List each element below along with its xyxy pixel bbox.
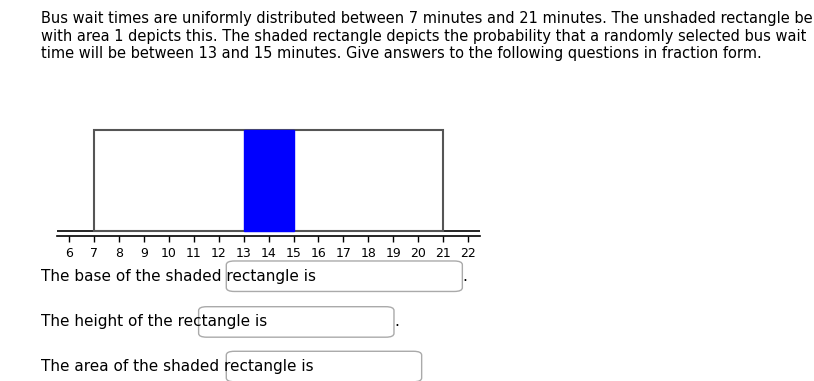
Text: Bus wait times are uniformly distributed between 7 minutes and 21 minutes. The u: Bus wait times are uniformly distributed… <box>41 11 814 61</box>
FancyBboxPatch shape <box>226 261 462 291</box>
FancyBboxPatch shape <box>226 351 422 381</box>
Text: .: . <box>462 269 467 284</box>
Text: The area of the shaded rectangle is: The area of the shaded rectangle is <box>41 359 313 374</box>
Bar <box>94 130 443 231</box>
Text: The height of the rectangle is: The height of the rectangle is <box>41 314 267 330</box>
Text: .: . <box>394 314 399 330</box>
Text: The base of the shaded rectangle is: The base of the shaded rectangle is <box>41 269 316 284</box>
FancyBboxPatch shape <box>199 307 394 337</box>
Bar <box>243 130 294 231</box>
